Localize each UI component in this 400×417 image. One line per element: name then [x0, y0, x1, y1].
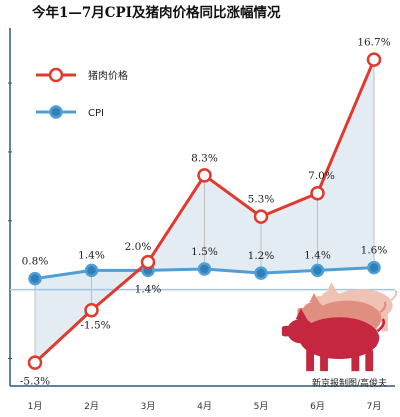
pork-data-label: 2.0%: [125, 241, 152, 253]
cpi-data-label: 1.4%: [135, 283, 162, 295]
legend: 猪肉价格 CPI: [36, 67, 128, 119]
x-tick-label: 5月: [254, 401, 269, 412]
pork-point: [197, 168, 212, 183]
legend-item-pork: 猪肉价格: [36, 67, 128, 83]
pork-data-label: -5.3%: [20, 376, 50, 388]
x-tick-label: 1月: [28, 401, 43, 412]
cpi-data-label: 1.2%: [248, 250, 275, 262]
pork-point: [253, 209, 269, 224]
cpi-point: [28, 271, 42, 286]
x-tick-label: 6月: [310, 401, 325, 412]
cpi-data-label: 1.6%: [361, 245, 388, 257]
cpi-point: [310, 263, 325, 278]
pork-point: [84, 303, 99, 318]
pork-data-label: 8.3%: [191, 152, 218, 164]
legend-pork-label: 猪肉价格: [88, 69, 128, 82]
pork-data-label: 16.7%: [357, 37, 390, 49]
pork-point: [140, 254, 156, 270]
x-tick-label: 3月: [141, 401, 156, 412]
legend-item-cpi: CPI: [36, 105, 104, 119]
x-tick-label: 2月: [84, 401, 99, 412]
x-tick-label: 7月: [367, 401, 382, 412]
cpi-data-label: 1.5%: [191, 246, 218, 258]
chart-credit: 新京报制图/高俊夫: [312, 377, 387, 389]
pork-data-label: 5.3%: [248, 194, 275, 206]
legend-cpi-marker: [49, 105, 63, 119]
cpi-point: [254, 266, 268, 280]
x-tick-label: 4月: [197, 401, 212, 412]
cpi-data-label: 1.4%: [78, 249, 105, 261]
chart-title: 今年1—7月CPI及猪肉价格同比涨幅情况: [32, 4, 281, 21]
cpi-data-label: 1.4%: [304, 249, 331, 261]
cpi-point: [367, 260, 381, 275]
pork-point: [366, 52, 382, 67]
grid-lines: [8, 28, 395, 387]
cpi-point: [197, 262, 212, 276]
pork-data-label: -1.5%: [80, 319, 110, 331]
data-labels: -5.3% -1.5% 2.0% 8.3% 5.3% 7.0% 16.7% 0.8% 1.4% 1…: [20, 37, 391, 388]
pig-illustration: [281, 282, 398, 372]
cpi-data-label: 0.8%: [22, 256, 49, 268]
series-markers: [27, 52, 382, 370]
legend-cpi-label: CPI: [88, 108, 104, 119]
pork-point: [310, 185, 325, 201]
x-axis-ticks: 1月 2月 3月 4月 5月 6月 7月: [28, 401, 382, 412]
legend-pork-marker: [48, 67, 64, 83]
pork-point: [27, 355, 43, 370]
pork-data-label: 7.0%: [308, 170, 335, 182]
pig-front: [281, 308, 386, 372]
cpi-point: [84, 263, 99, 278]
